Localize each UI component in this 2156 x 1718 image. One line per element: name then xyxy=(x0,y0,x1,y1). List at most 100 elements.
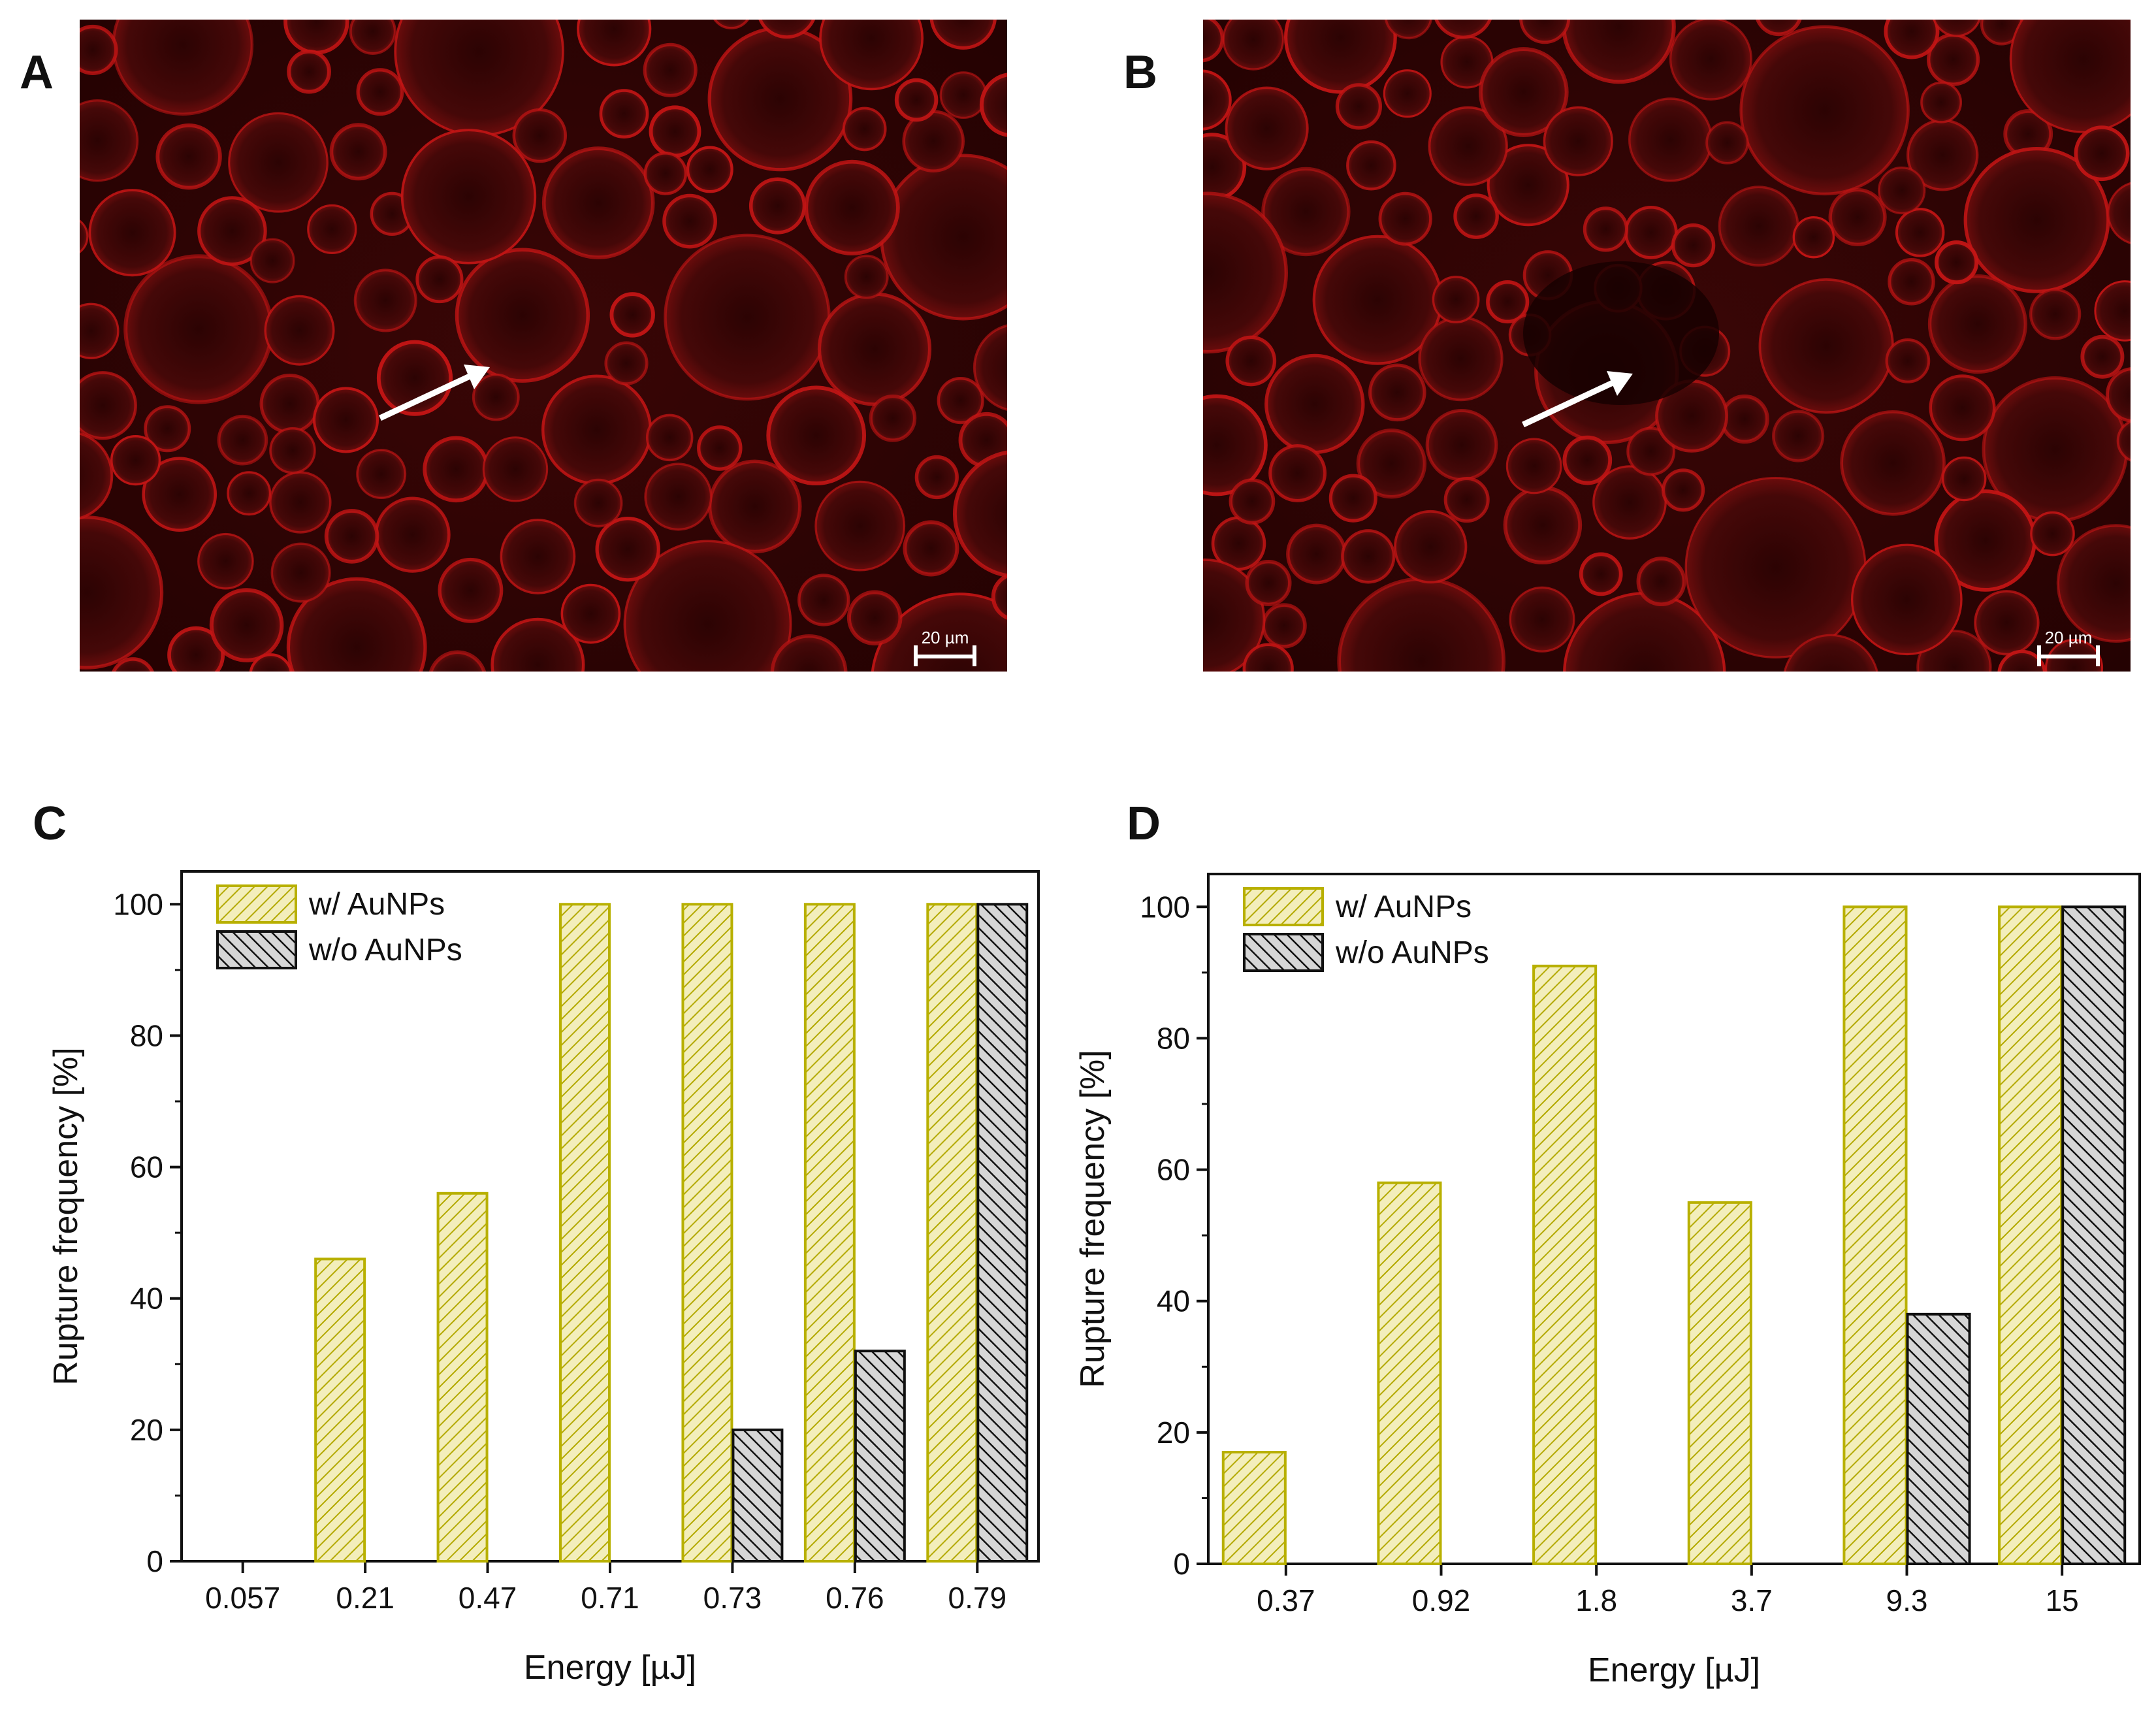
vesicle xyxy=(2116,420,2131,462)
x-tick-label: 0.37 xyxy=(1257,1583,1315,1617)
vesicle xyxy=(1543,106,1613,176)
vesicle xyxy=(249,653,293,672)
legend-swatch-with-aunps xyxy=(1243,887,1324,926)
vesicle xyxy=(324,509,379,564)
vesicle xyxy=(1486,280,1530,324)
legend-swatch-with-aunps xyxy=(216,884,297,924)
vesicle xyxy=(645,413,694,462)
vesicle xyxy=(1261,603,1307,649)
plot-frame xyxy=(1207,873,2141,1565)
panel-label-a: A xyxy=(20,46,54,99)
vesicle xyxy=(1203,69,1232,131)
y-tick-label: 40 xyxy=(130,1282,163,1316)
vesicle xyxy=(1261,167,1351,257)
vesicle xyxy=(1705,121,1749,165)
vesicle xyxy=(269,427,316,474)
bar-without-aunps xyxy=(732,1428,784,1563)
vesicle xyxy=(1443,477,1490,523)
vesicle xyxy=(209,588,284,662)
vesicle xyxy=(643,152,688,195)
vesicle xyxy=(472,373,520,421)
vesicle xyxy=(1242,643,1294,672)
vesicle xyxy=(1636,557,1686,607)
vesicle xyxy=(1519,20,1571,44)
bar-with-aunps xyxy=(1687,1201,1752,1565)
x-tick-label: 9.3 xyxy=(1886,1583,1928,1617)
vesicle xyxy=(686,146,733,193)
bar-with-aunps xyxy=(314,1257,366,1563)
vesicle xyxy=(599,89,649,139)
x-tick-label: 0.21 xyxy=(336,1581,394,1615)
micrograph-b-arrow xyxy=(1522,371,1633,428)
vesicle xyxy=(846,590,903,646)
vesicle xyxy=(307,204,357,255)
vesicle xyxy=(80,371,137,440)
bar-with-aunps xyxy=(803,903,856,1563)
vesicle xyxy=(1579,552,1623,596)
vesicle xyxy=(577,20,652,67)
bar-with-aunps xyxy=(1377,1181,1442,1565)
vesicle xyxy=(1245,560,1292,607)
vesicle xyxy=(1229,478,1276,525)
vesicle xyxy=(2030,511,2075,557)
vesicle xyxy=(491,617,585,672)
vesicle xyxy=(1624,205,1678,259)
vesicle xyxy=(903,520,959,577)
vesicle xyxy=(482,436,549,502)
vesicle xyxy=(1225,86,1309,170)
vesicle xyxy=(438,557,504,623)
vesicle xyxy=(217,414,268,466)
vesicle xyxy=(1505,438,1562,494)
vesicle xyxy=(2056,524,2131,643)
vesicle xyxy=(80,219,89,253)
vesicle xyxy=(1341,529,1396,584)
vesicle xyxy=(1888,258,1935,306)
vesicle xyxy=(541,146,655,259)
vesicle xyxy=(766,385,867,486)
vesicle xyxy=(1328,474,1377,523)
y-axis-label: Rupture frequency [%] xyxy=(1078,1050,1112,1387)
vesicle xyxy=(1346,140,1396,191)
x-axis-label: Energy [µJ] xyxy=(1588,1651,1760,1689)
x-tick-label: 0.73 xyxy=(703,1581,762,1615)
vesicle xyxy=(1929,374,1996,442)
y-tick-label: 60 xyxy=(130,1150,163,1184)
vesicle xyxy=(1268,444,1327,502)
y-tick-label: 20 xyxy=(1157,1416,1190,1450)
vesicle xyxy=(623,540,792,672)
vesicle xyxy=(1284,20,1397,94)
bar-with-aunps xyxy=(1221,1451,1287,1565)
vesicle xyxy=(227,471,272,516)
vesicle xyxy=(1783,634,1878,672)
vesicle xyxy=(1878,166,1926,215)
micrograph-a-scale-bar: 20 µm xyxy=(914,628,976,666)
vesicle xyxy=(80,302,120,359)
vesicle xyxy=(1927,274,2027,374)
vesicle xyxy=(894,78,939,122)
vesicle xyxy=(1378,191,1432,246)
vesicle xyxy=(1974,590,2040,656)
vesicle xyxy=(353,268,417,332)
vesicle xyxy=(1756,20,1802,37)
vesicle xyxy=(758,20,816,39)
vesicle xyxy=(400,129,537,265)
vesicle xyxy=(2107,182,2131,244)
vesicle xyxy=(1850,543,1963,656)
panel-label-c: C xyxy=(33,798,67,850)
vesicle xyxy=(80,432,114,520)
vesicle xyxy=(1662,468,1705,512)
vesicle xyxy=(1792,216,1835,259)
vesicle xyxy=(1203,20,1225,63)
vesicle xyxy=(560,583,621,644)
vesicle xyxy=(144,405,191,453)
vesicle xyxy=(269,471,332,534)
vesicle xyxy=(662,193,717,249)
vesicle xyxy=(142,457,217,532)
vesicle xyxy=(991,574,1007,620)
vesicle xyxy=(644,462,713,531)
vesicle xyxy=(1418,316,1504,402)
vesicle xyxy=(2074,125,2130,182)
vesicle xyxy=(1671,223,1716,268)
bar-without-aunps xyxy=(976,903,1029,1563)
y-tick-label: 80 xyxy=(1157,1021,1190,1055)
